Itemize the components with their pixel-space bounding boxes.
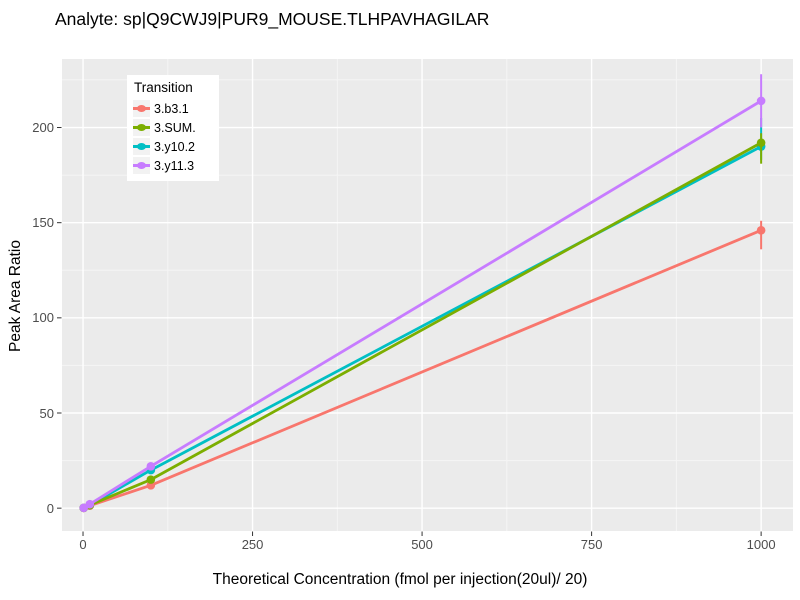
legend-label: 3.y10.2 [154, 139, 196, 154]
legend-key-dot [137, 105, 146, 112]
y-tick-label: 0 [46, 500, 54, 516]
legend-entry: 3.SUM. [133, 118, 213, 137]
y-tick-label: 100 [32, 310, 54, 326]
x-tick-label: 500 [411, 537, 433, 552]
x-tick-label: 1000 [746, 537, 776, 552]
legend-entry: 3.b3.1 [133, 99, 213, 118]
legend-key-dot [137, 124, 146, 131]
y-axis-title: Peak Area Ratio [7, 240, 24, 353]
x-axis-title: Theoretical Concentration (fmol per inje… [212, 571, 588, 588]
legend: Transition 3.b3.1 3.SUM. 3.y10.2 3.y11.3 [127, 75, 219, 181]
data-point-3.y11.3 [756, 96, 766, 106]
legend-label: 3.b3.1 [154, 101, 189, 116]
legend-key-icon [133, 138, 150, 155]
legend-entries: 3.b3.1 3.SUM. 3.y10.2 3.y11.3 [133, 99, 213, 175]
y-tick-label: 50 [39, 405, 54, 421]
page-title: Analyte: sp|Q9CWJ9|PUR9_MOUSE.TLHPAVHAGI… [55, 9, 490, 29]
x-tick-label: 750 [580, 537, 603, 552]
x-tick-label: 0 [79, 537, 87, 552]
data-point-3.y11.3 [85, 499, 95, 509]
y-tick-label: 150 [32, 215, 54, 231]
legend-key-icon [133, 157, 150, 174]
legend-title: Transition [134, 80, 193, 95]
legend-key-dot [137, 143, 146, 150]
legend-entry: 3.y10.2 [133, 137, 213, 156]
legend-key-icon [133, 119, 150, 136]
data-point-3.SUM. [146, 475, 156, 484]
legend-key-dot [137, 162, 146, 169]
y-tick-label: 200 [32, 120, 54, 136]
data-point-3.SUM. [756, 138, 766, 148]
legend-label: 3.y11.3 [154, 158, 195, 173]
x-tick-label: 250 [241, 537, 264, 552]
data-point-3.y11.3 [146, 461, 156, 471]
legend-entry: 3.y11.3 [133, 156, 213, 175]
legend-key-icon [133, 100, 150, 117]
data-point-3.b3.1 [756, 225, 766, 235]
legend-label: 3.SUM. [154, 120, 196, 135]
